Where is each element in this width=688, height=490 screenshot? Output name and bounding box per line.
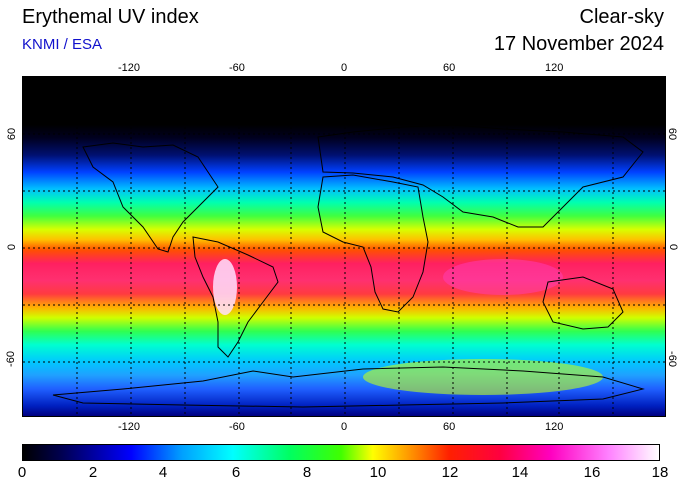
colorbar-label-4: 4 (158, 464, 168, 481)
date-label: 17 November 2024 (493, 33, 664, 55)
colorbar-label-14: 14 (511, 464, 529, 481)
colorbar-label-10: 10 (369, 464, 387, 481)
indian-ocean-hotspot (443, 259, 563, 295)
uv-colorbar (22, 444, 660, 461)
colorbar-label-8: 8 (302, 464, 312, 481)
colorbar-label-6: 6 (231, 464, 241, 481)
south-america-outline (192, 236, 279, 358)
right-lat-tick-1: 60 (666, 127, 679, 141)
eurasia-outline (317, 124, 644, 228)
andes-hotspot (213, 259, 237, 315)
left-lat-tick-1: 60 (6, 127, 19, 141)
coastlines (52, 124, 645, 408)
colorbar-label-18: 18 (651, 464, 669, 481)
colorbar-label-12: 12 (441, 464, 459, 481)
antarctica-outline (52, 366, 645, 408)
top-lon-tick-2: -60 (229, 62, 245, 74)
africa-outline (317, 174, 429, 313)
australia-outline (542, 276, 624, 330)
bottom-lon-tick-2: -60 (229, 421, 245, 433)
left-lat-tick-3: -60 (4, 351, 17, 367)
graticule (23, 77, 665, 416)
top-lon-tick-3: 0 (341, 62, 348, 74)
right-lat-tick-3: -60 (665, 351, 678, 367)
left-lat-tick-2: 0 (6, 243, 19, 251)
uv-index-map (22, 76, 666, 417)
map-title: Erythemal UV index (22, 6, 199, 28)
map-overlay (23, 77, 665, 416)
top-lon-tick-1: -120 (118, 62, 141, 74)
mode-label: Clear-sky (579, 6, 664, 28)
colorbar-label-16: 16 (583, 464, 601, 481)
bottom-lon-tick-3: 0 (341, 421, 348, 433)
bottom-lon-tick-4: 60 (443, 421, 456, 433)
top-lon-tick-5: 120 (545, 62, 564, 74)
north-america-outline (82, 142, 219, 253)
right-lat-tick-2: 0 (667, 243, 680, 251)
bottom-lon-tick-5: 120 (545, 421, 564, 433)
credit-label: KNMI / ESA (22, 36, 103, 53)
colorbar-label-2: 2 (88, 464, 98, 481)
top-lon-tick-4: 60 (443, 62, 456, 74)
colorbar-label-0: 0 (17, 464, 27, 481)
bottom-lon-tick-1: -120 (118, 421, 141, 433)
